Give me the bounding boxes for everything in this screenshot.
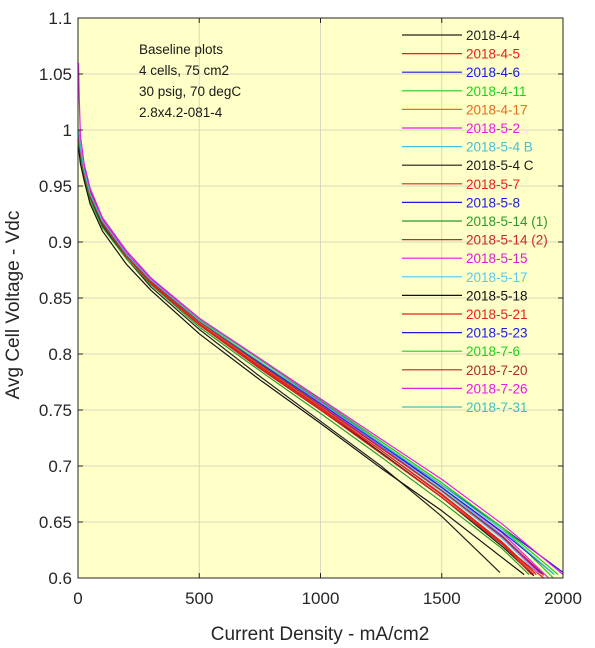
legend: 2018-4-4 2018-4-5 2018-4-6 2018-4-11 2018-4-… <box>402 28 548 415</box>
x-tick-label: 1500 <box>423 589 461 608</box>
legend-label-2018-4-17: 2018-4-17 <box>466 102 528 117</box>
series-line-2018-5-18 <box>77 146 525 576</box>
legend-label-2018-5-18: 2018-5-18 <box>466 288 528 303</box>
legend-label-2018-5-15: 2018-5-15 <box>466 251 528 266</box>
x-tick-label: 500 <box>185 589 213 608</box>
legend-label-2018-4-11: 2018-4-11 <box>466 84 527 99</box>
legend-label-2018-5-8: 2018-5-8 <box>466 195 520 210</box>
legend-label-2018-5-4-b: 2018-5-4 B <box>466 140 533 155</box>
annotation-line-2: 4 cells, 75 cm2 <box>139 63 229 78</box>
y-tick-label: 1.05 <box>39 65 72 84</box>
y-axis-label: Avg Cell Voltage - Vdc <box>3 211 24 400</box>
legend-label-2018-7-31: 2018-7-31 <box>466 400 528 415</box>
y-tick-label: 1 <box>63 121 72 140</box>
legend-label-2018-5-14-2: 2018-5-14 (2) <box>466 233 548 248</box>
legend-label-2018-4-4: 2018-4-4 <box>466 28 521 43</box>
y-tick-label: 0.6 <box>48 569 72 588</box>
legend-label-2018-5-23: 2018-5-23 <box>466 326 528 341</box>
annotation-line-4: 2.8x4.2-081-4 <box>139 105 223 120</box>
legend-label-2018-5-7: 2018-5-7 <box>466 177 520 192</box>
legend-label-2018-5-2: 2018-5-2 <box>466 121 520 136</box>
y-tick-label: 0.95 <box>39 177 72 196</box>
axis-ticks: 0 500 1000 1500 2000 0.6 0.65 0.7 0.75 0.8 0.85 0.9… <box>39 9 582 608</box>
y-tick-label: 0.85 <box>39 289 72 308</box>
y-tick-label: 0.9 <box>48 233 72 252</box>
x-axis-label: Current Density - mA/cm2 <box>211 624 430 645</box>
legend-label-2018-7-26: 2018-7-26 <box>466 381 528 396</box>
series-line-2018-5-14-1 <box>77 141 530 576</box>
legend-label-2018-5-14-1: 2018-5-14 (1) <box>466 214 548 229</box>
legend-label-2018-4-5: 2018-4-5 <box>466 47 520 62</box>
y-tick-label: 0.65 <box>39 513 72 532</box>
legend-label-2018-5-21: 2018-5-21 <box>466 307 528 322</box>
x-tick-label: 2000 <box>544 589 582 608</box>
annotation-line-1: Baseline plots <box>139 42 223 57</box>
series-line-2018-7-31 <box>77 129 555 576</box>
legend-label-2018-4-6: 2018-4-6 <box>466 65 520 80</box>
x-tick-label: 1000 <box>302 589 340 608</box>
annotation-block: Baseline plots 4 cells, 75 cm2 30 psig, … <box>139 42 241 120</box>
annotation-line-3: 30 psig, 70 degC <box>139 84 241 99</box>
legend-label-2018-7-20: 2018-7-20 <box>466 363 528 378</box>
legend-label-2018-5-17: 2018-5-17 <box>466 270 528 285</box>
x-tick-label: 0 <box>73 589 82 608</box>
y-tick-label: 0.7 <box>48 457 72 476</box>
series-layer <box>77 62 564 579</box>
y-tick-label: 1.1 <box>48 9 72 28</box>
legend-label-2018-5-4-c: 2018-5-4 C <box>466 158 534 173</box>
legend-label-2018-7-6: 2018-7-6 <box>466 344 520 359</box>
y-tick-label: 0.8 <box>48 345 72 364</box>
y-tick-label: 0.75 <box>39 401 72 420</box>
